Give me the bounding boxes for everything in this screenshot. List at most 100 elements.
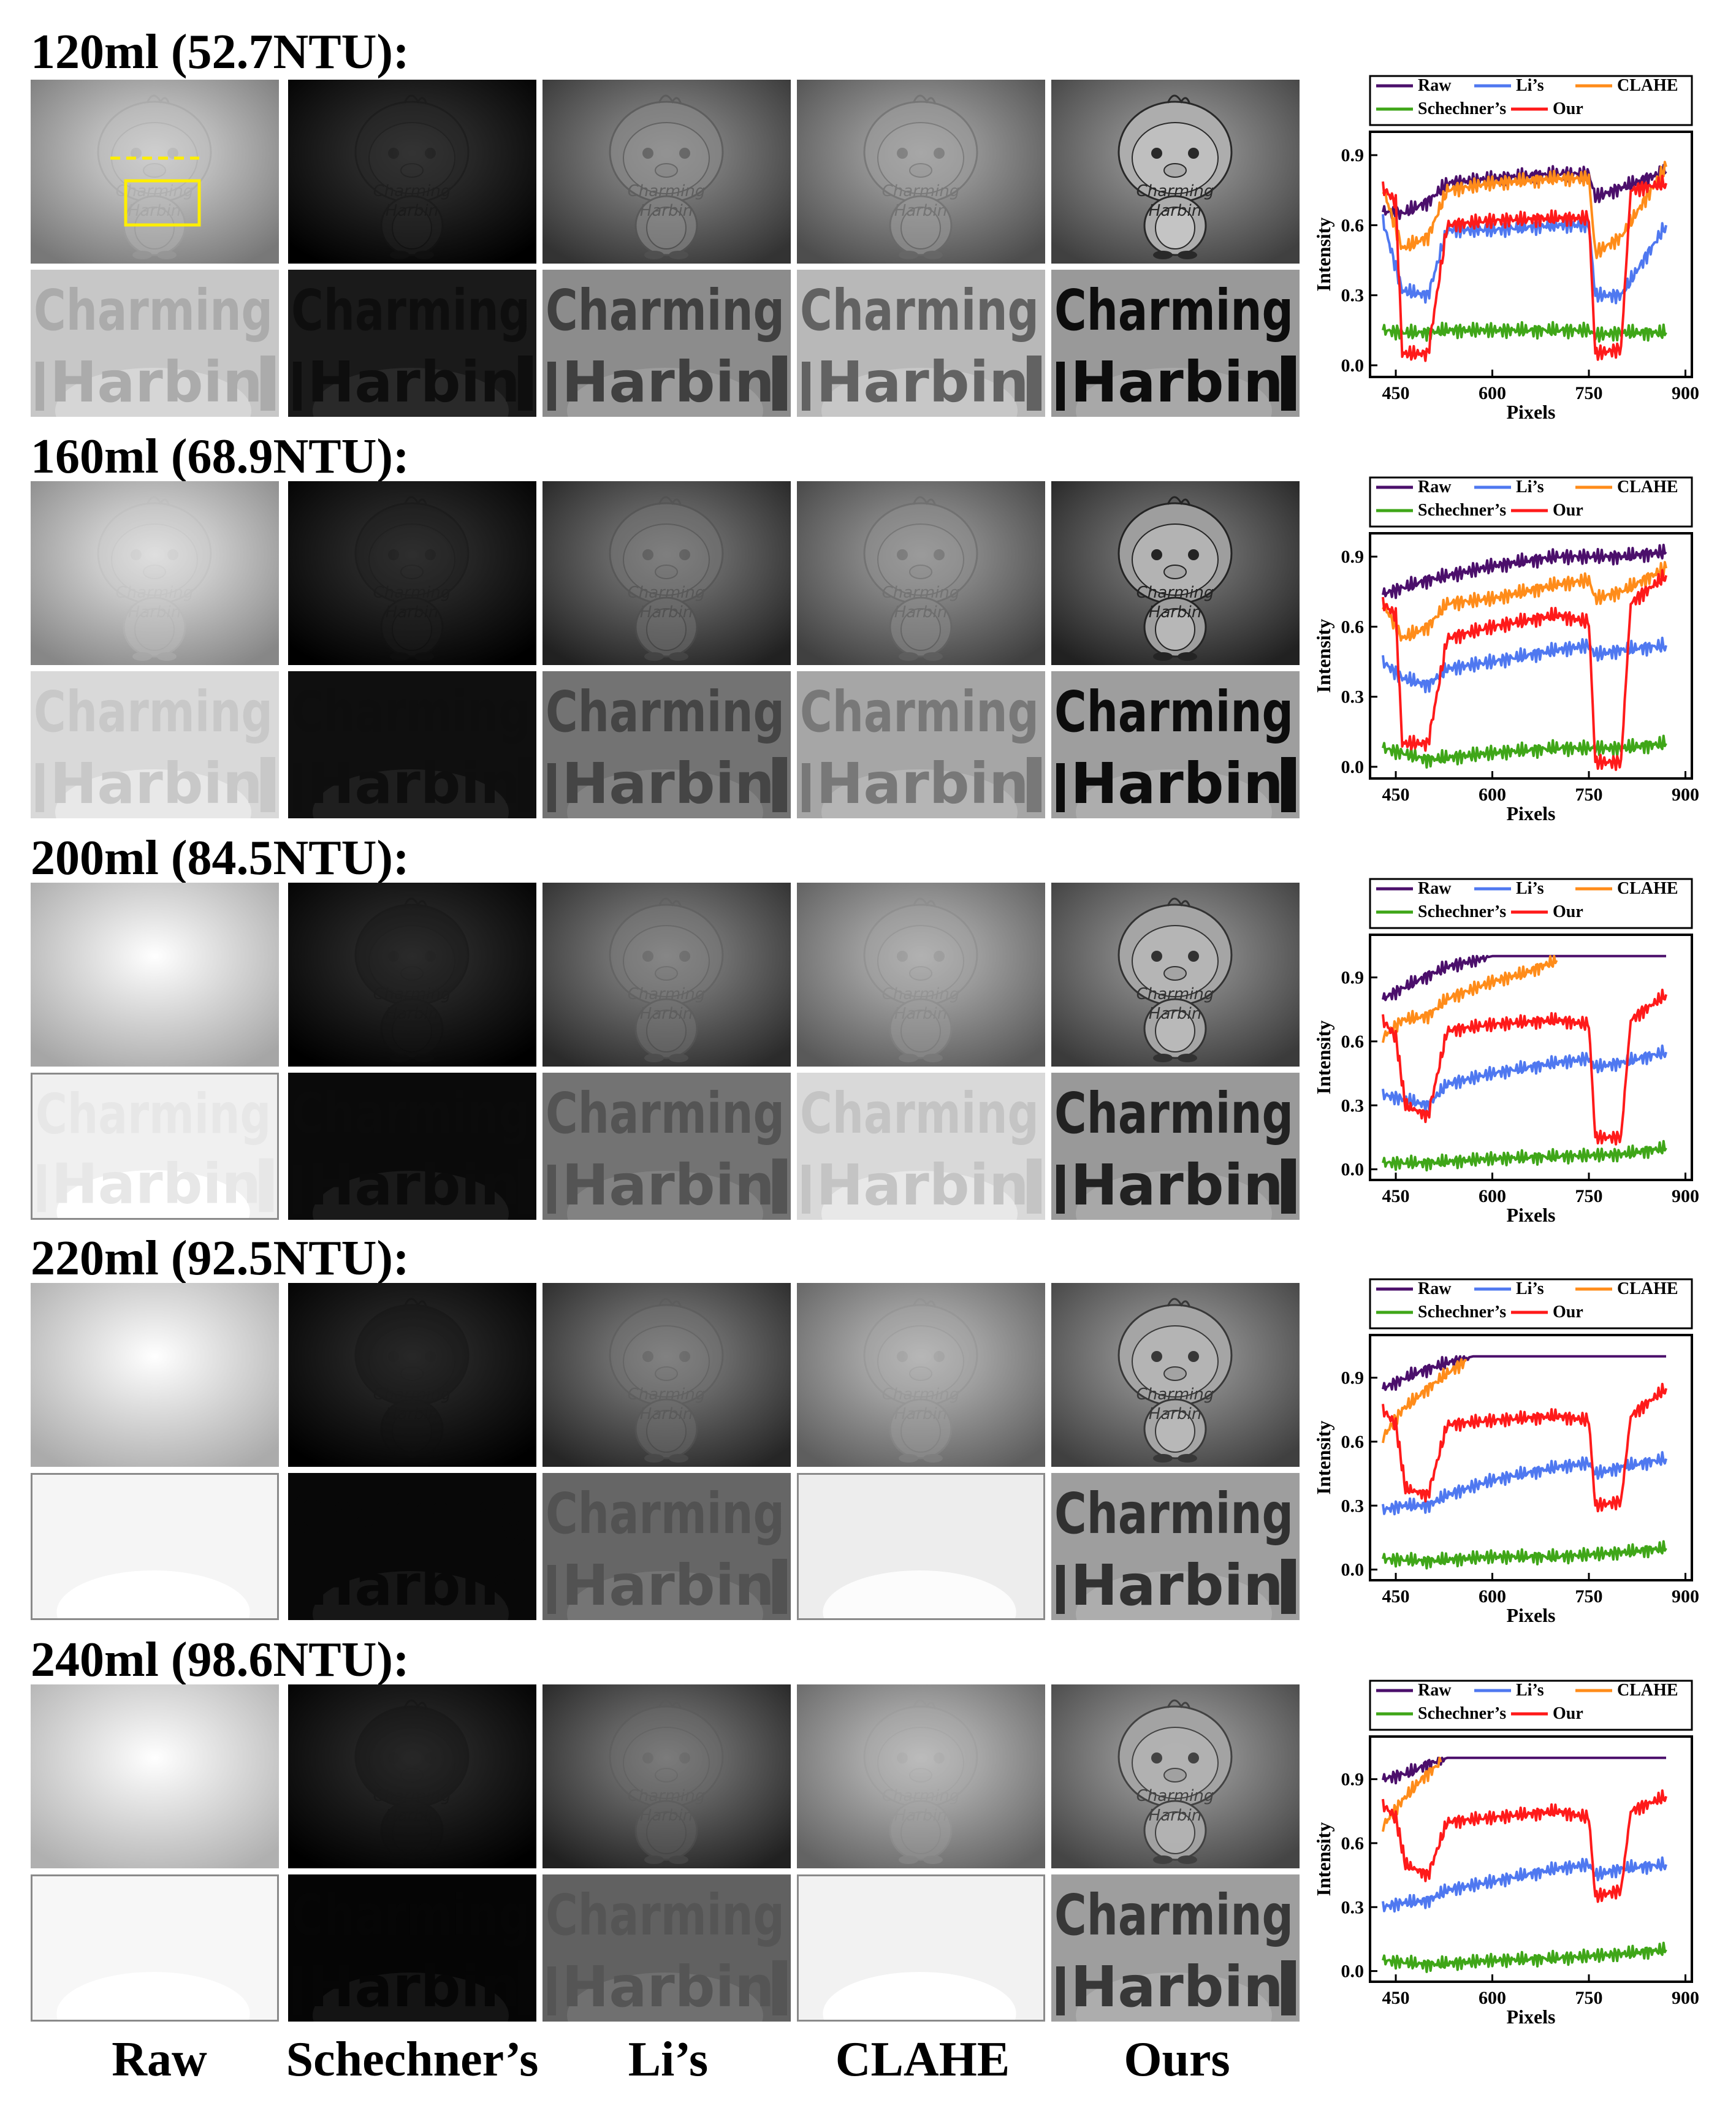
crop-text-harbin: Harbin	[562, 1553, 774, 1618]
legend-label: Our	[1553, 99, 1583, 118]
chart-legend: Raw Li’s CLAHE Schechner’s Our	[1369, 1680, 1693, 1731]
x-tick-label: 600	[1479, 1988, 1506, 2008]
crop-text-harbin: Harbin	[562, 349, 774, 415]
x-tick-label: 600	[1479, 1586, 1506, 1607]
crop-text-harbin: Harbin	[1070, 1954, 1283, 2020]
x-tick-label: 900	[1672, 1988, 1699, 2008]
series-line	[1382, 561, 1667, 642]
legend-label: Schechner’s	[1418, 1303, 1506, 1322]
series-line	[1382, 1756, 1666, 1785]
crop-text-harbin: Harbin	[1070, 1553, 1283, 1618]
intensity-profile-chart: Raw Li’s CLAHE Schechner’s Our 0.0 0.3 0.6 0.9 45…	[1300, 1678, 1710, 2040]
crop-text-harbin: Harbin	[1070, 349, 1283, 415]
column-label-raw: Raw	[112, 2033, 207, 2087]
y-axis-label: Intensity	[1312, 619, 1334, 693]
series-line	[1382, 569, 1667, 771]
x-tick-label: 750	[1575, 1186, 1603, 1206]
scene-text-harbin: Harbin	[640, 1806, 693, 1825]
y-axis-label: Intensity	[1312, 1421, 1334, 1495]
scene-image-clahe: Charming Harbin	[797, 1283, 1045, 1467]
legend-label: Li’s	[1516, 1279, 1544, 1298]
x-tick-label: 450	[1382, 1988, 1410, 2008]
crop-text-charming: Charming	[291, 278, 530, 343]
x-tick-label: 450	[1382, 1186, 1410, 1206]
legend-label: CLAHE	[1617, 76, 1678, 95]
legend-label: Schechner’s	[1418, 501, 1506, 520]
y-tick-label: 0.3	[1341, 1095, 1365, 1116]
zoom-crop-li: Charming Harbin	[542, 1874, 791, 2022]
chart-legend: Raw Li’s CLAHE Schechner’s Our	[1369, 75, 1693, 126]
series-line	[1382, 161, 1667, 259]
scene-text-harbin: Harbin	[640, 1405, 693, 1423]
scene-image-li: Charming Harbin	[542, 80, 791, 264]
y-tick-label: 0.0	[1341, 356, 1365, 376]
crop-text-charming: Charming	[800, 1081, 1039, 1146]
scene-text-harbin: Harbin	[894, 202, 947, 220]
y-tick-label: 0.3	[1341, 286, 1365, 306]
crop-text-charming: Charming	[1054, 278, 1293, 343]
scene-text-charming: Charming	[1136, 1787, 1214, 1805]
row-title: 200ml (84.5NTU):	[31, 831, 409, 885]
series-line	[1382, 175, 1667, 362]
row-title: 120ml (52.7NTU):	[31, 25, 409, 79]
series-line	[1382, 636, 1667, 693]
legend-label: Our	[1553, 902, 1583, 921]
scene-text-harbin: Harbin	[386, 1005, 438, 1023]
crop-text-harbin: Harbin	[816, 349, 1029, 415]
crop-text-harbin: Harbin	[307, 1954, 520, 2020]
legend-label: Raw	[1418, 1681, 1452, 1700]
y-tick-label: 0.6	[1341, 215, 1365, 235]
series-line	[1382, 954, 1558, 1043]
scene-text-harbin: Harbin	[894, 1405, 947, 1423]
column-label-lis: Li’s	[628, 2033, 709, 2087]
legend-label: Li’s	[1516, 478, 1544, 497]
crop-text-charming: Charming	[800, 679, 1039, 745]
zoom-crop-clahe: Charming Harbin	[797, 270, 1045, 417]
intensity-profile-chart: Raw Li’s CLAHE Schechner’s Our 0.0 0.3 0.6 0.9 45…	[1300, 877, 1710, 1238]
x-axis-label: Pixels	[1507, 401, 1556, 423]
series-line	[1382, 1355, 1666, 1391]
scene-text-charming: Charming	[373, 985, 451, 1003]
scene-text-charming: Charming	[1136, 584, 1214, 602]
legend-label: Schechner’s	[1418, 99, 1506, 118]
scene-text-harbin: Harbin	[1149, 202, 1201, 220]
intensity-profile-chart: Raw Li’s CLAHE Schechner’s Our 0.0 0.3 0.6 0.9 45…	[1300, 475, 1710, 837]
scene-image-schechner: Charming Harbin	[288, 1684, 536, 1868]
zoom-crop-ours: Charming Harbin	[1051, 671, 1300, 818]
crop-text-charming: Charming	[291, 1882, 530, 1948]
zoom-crop-schechner: Charming Harbin	[288, 1874, 536, 2022]
y-axis-label: Intensity	[1312, 218, 1334, 292]
zoom-crop-raw: Charming Harbin	[31, 1073, 279, 1220]
legend-label: Schechner’s	[1418, 902, 1506, 921]
crop-text-charming: Charming	[546, 1481, 785, 1547]
zoom-crop-clahe	[797, 1874, 1045, 2022]
crop-text-harbin: Harbin	[307, 349, 520, 415]
zoom-crop-clahe: Charming Harbin	[797, 671, 1045, 818]
column-label-clahe: CLAHE	[835, 2033, 1010, 2087]
scene-text-charming: Charming	[1136, 1385, 1214, 1404]
scene-text-harbin: Harbin	[1149, 1405, 1201, 1423]
zoom-crop-ours: Charming Harbin	[1051, 1473, 1300, 1620]
scene-text-charming: Charming	[882, 1385, 960, 1404]
x-tick-label: 600	[1479, 383, 1506, 403]
crop-text-harbin: Harbin	[307, 1553, 520, 1618]
legend-label: Our	[1553, 1303, 1583, 1322]
series-line	[1382, 1540, 1667, 1570]
zoom-crop-schechner: Charming Harbin	[288, 671, 536, 818]
scene-text-charming: Charming	[882, 1787, 960, 1805]
scene-text-charming: Charming	[628, 584, 706, 602]
x-tick-label: 900	[1672, 785, 1699, 805]
scene-text-charming: Charming	[1136, 985, 1214, 1003]
scene-image-schechner: Charming Harbin	[288, 1283, 536, 1467]
legend-label: CLAHE	[1617, 879, 1678, 898]
scene-text-harbin: Harbin	[1149, 603, 1201, 622]
scene-text-harbin: Harbin	[640, 603, 693, 622]
x-axis-label: Pixels	[1507, 802, 1556, 824]
y-tick-label: 0.9	[1341, 1770, 1365, 1790]
x-tick-label: 450	[1382, 785, 1410, 805]
scene-text-harbin: Harbin	[386, 1806, 438, 1825]
y-tick-label: 0.3	[1341, 1496, 1365, 1516]
y-tick-label: 0.9	[1341, 968, 1365, 988]
legend-label: Schechner’s	[1418, 1704, 1506, 1723]
zoom-crop-clahe	[797, 1473, 1045, 1620]
